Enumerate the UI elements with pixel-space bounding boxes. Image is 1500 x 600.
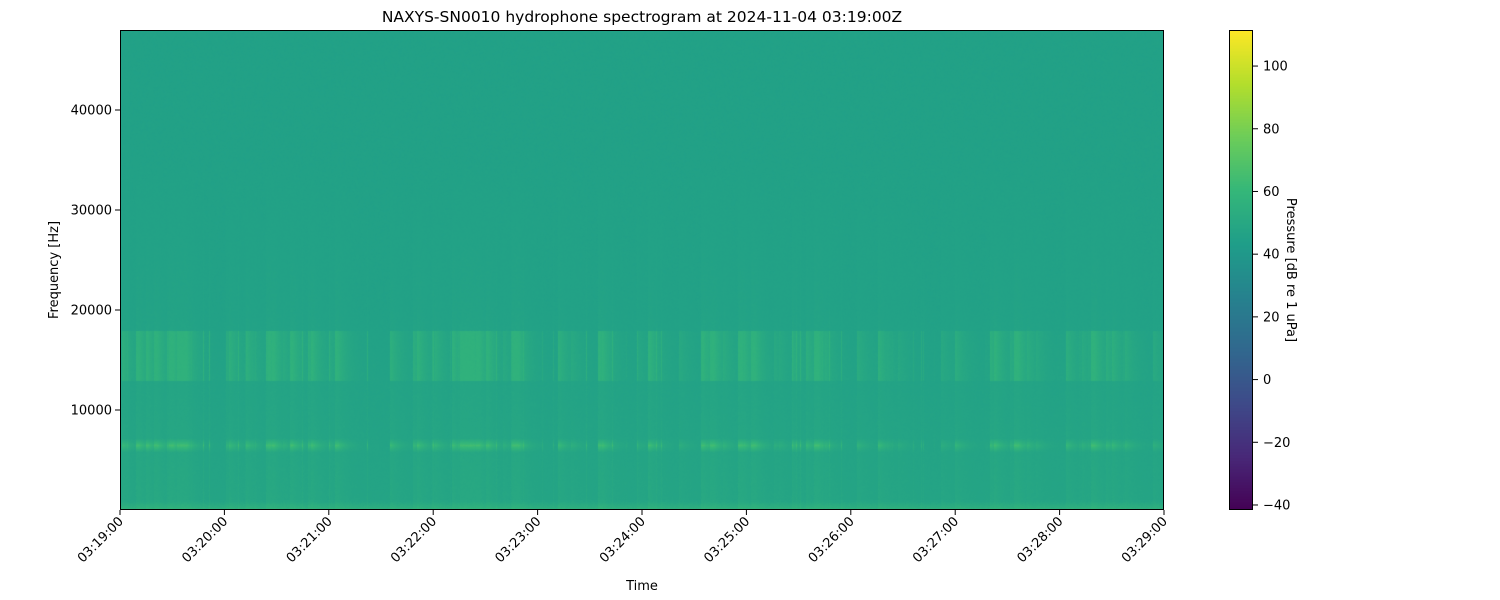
- x-tick-label: 03:26:00: [806, 514, 858, 566]
- y-tick-label: 10000: [71, 404, 112, 419]
- x-tick-label: 03:27:00: [910, 514, 962, 566]
- plot-frame: [120, 30, 1164, 510]
- chart-title: NAXYS-SN0010 hydrophone spectrogram at 2…: [382, 8, 902, 26]
- y-tick-label: 30000: [71, 204, 112, 219]
- x-tick-label: 03:19:00: [75, 514, 127, 566]
- x-tick-label: 03:20:00: [179, 514, 231, 566]
- x-tick-label: 03:21:00: [284, 514, 336, 566]
- x-tick-label: 03:23:00: [493, 514, 545, 566]
- colorbar-frame: [1229, 30, 1253, 510]
- y-tick-label: 20000: [71, 304, 112, 319]
- x-tick-label: 03:22:00: [388, 514, 440, 566]
- colorbar-gradient: [1229, 30, 1253, 510]
- x-tick-label: 03:29:00: [1119, 514, 1171, 566]
- colorbar-tick-label: −40: [1263, 498, 1290, 513]
- colorbar-tick-label: 80: [1263, 122, 1280, 137]
- x-tick-label: 03:28:00: [1015, 514, 1067, 566]
- x-axis-label: Time: [625, 579, 658, 594]
- spectrogram-image: [120, 30, 1164, 510]
- y-axis-label: Frequency [Hz]: [47, 221, 62, 319]
- colorbar-tick-label: 0: [1263, 373, 1271, 388]
- colorbar-tick-label: 40: [1263, 248, 1280, 263]
- x-tick-label: 03:24:00: [597, 514, 649, 566]
- y-tick-label: 40000: [71, 104, 112, 119]
- colorbar-tick-label: 100: [1263, 60, 1288, 75]
- colorbar-tick-label: −20: [1263, 436, 1290, 451]
- colorbar-tick-label: 60: [1263, 185, 1280, 200]
- colorbar-label: Pressure [dB re 1 uPa]: [1283, 198, 1298, 342]
- x-tick-label: 03:25:00: [701, 514, 753, 566]
- colorbar-tick-label: 20: [1263, 310, 1280, 325]
